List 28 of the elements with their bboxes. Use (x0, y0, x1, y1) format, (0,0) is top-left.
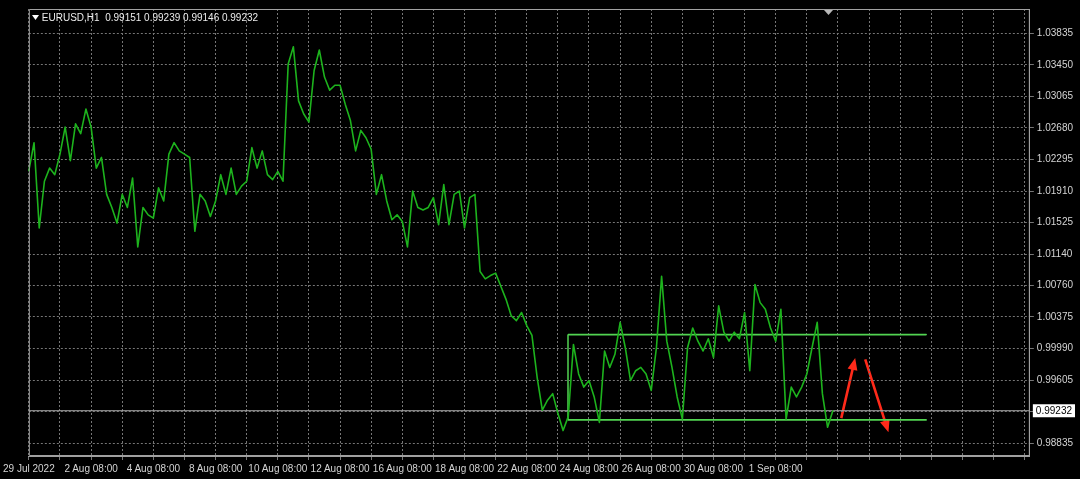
y-tick-label: 1.00760 (1036, 279, 1074, 291)
x-tick-label: 16 Aug 08:00 (372, 462, 433, 474)
y-tick-label: 1.03065 (1036, 90, 1074, 102)
x-tick-label: 4 Aug 08:00 (126, 462, 181, 474)
y-tick-label: 1.01140 (1036, 247, 1073, 259)
y-tick-label: 1.00375 (1036, 310, 1074, 322)
x-tick-label: 8 Aug 08:00 (188, 462, 243, 474)
y-tick-label: 1.01910 (1036, 184, 1074, 196)
x-tick-label: 12 Aug 08:00 (310, 462, 370, 474)
x-tick-label: 22 Aug 08:00 (497, 462, 557, 474)
y-tick-label: 1.01525 (1036, 216, 1074, 228)
y-tick-label: 0.99605 (1036, 373, 1074, 385)
y-tick-label: 1.03835 (1036, 26, 1074, 38)
x-tick-label: 2 Aug 08:00 (64, 462, 119, 474)
ref-line-label: 0.99232 (1035, 404, 1073, 416)
y-tick-label: 0.98835 (1036, 437, 1074, 449)
x-tick-label: 30 Aug 08:00 (684, 462, 744, 474)
x-tick-label: 29 Jul 2022 (3, 462, 56, 474)
y-tick-label: 0.99990 (1036, 342, 1074, 354)
x-tick-label: 26 Aug 08:00 (621, 462, 682, 474)
y-tick-label: 1.03450 (1036, 58, 1074, 70)
x-tick-label: 1 Sep 08:00 (748, 462, 804, 474)
y-tick-label: 1.02295 (1036, 153, 1074, 165)
x-tick-label: 18 Aug 08:00 (435, 462, 495, 474)
chart-title: EURUSD,H1 0.99151 0.99239 0.99146 0.99232 (41, 12, 259, 24)
x-tick-label: 24 Aug 08:00 (559, 462, 619, 474)
x-tick-label: 10 Aug 08:00 (248, 462, 308, 474)
y-tick-label: 1.02680 (1036, 121, 1074, 133)
